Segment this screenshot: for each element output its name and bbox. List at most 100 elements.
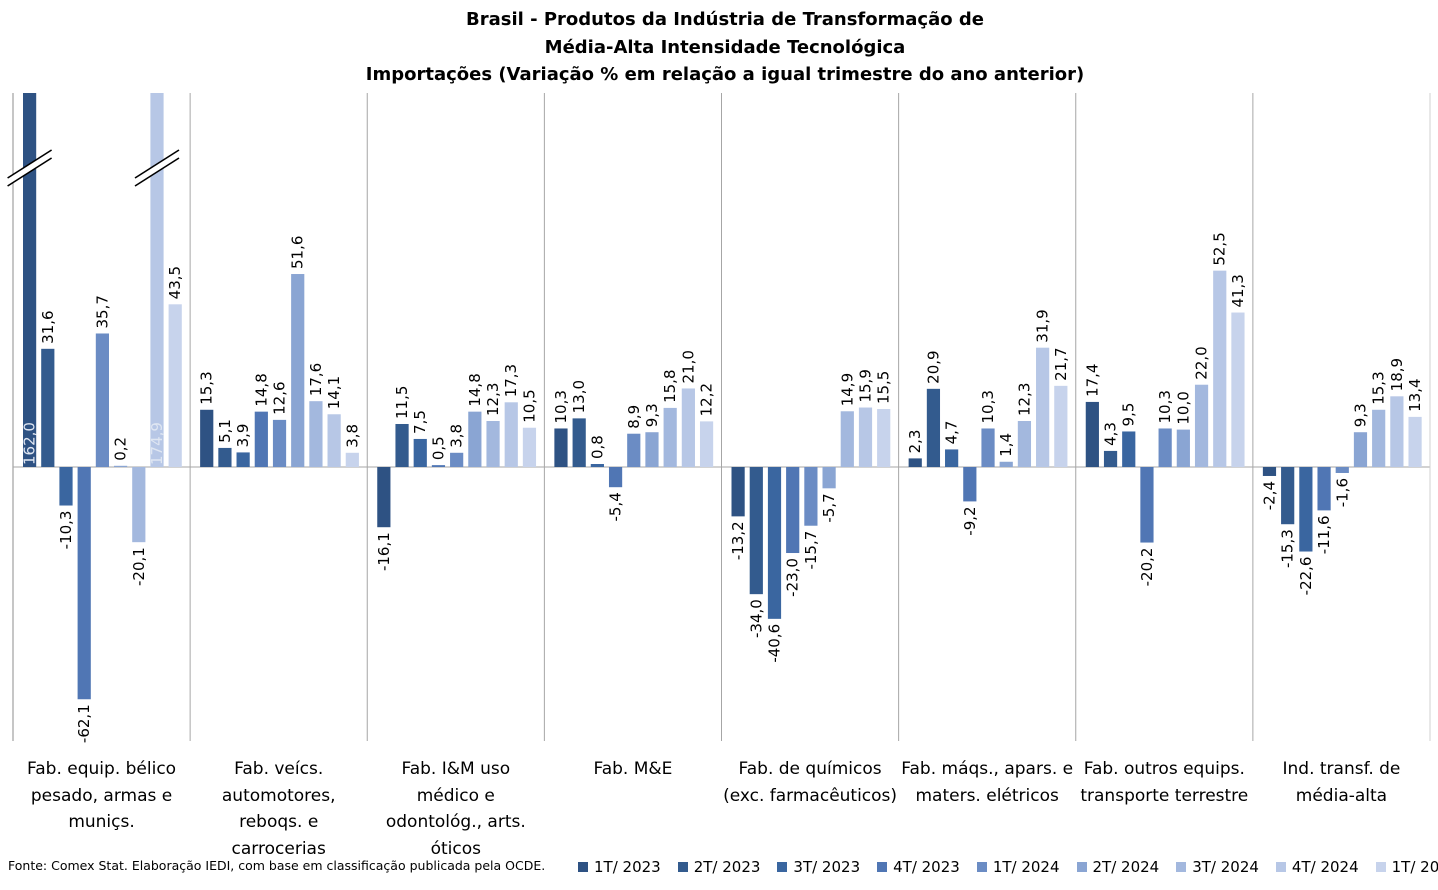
legend-swatch — [677, 862, 688, 872]
legend-swatch — [1076, 862, 1087, 872]
x-tick-label-line: transporte terrestre — [1080, 785, 1249, 806]
bar — [59, 467, 73, 506]
bar — [504, 402, 518, 467]
bar — [786, 467, 800, 554]
bar — [804, 467, 818, 526]
data-label: 22,0 — [1193, 346, 1211, 379]
data-label: 8,9 — [625, 405, 643, 429]
bar — [1140, 467, 1154, 543]
bar — [254, 411, 268, 467]
legend-item: 3T/ 2024 — [1176, 858, 1259, 876]
x-tick-label-line: maters. elétricos — [915, 785, 1059, 806]
bar — [522, 427, 537, 467]
data-label: -20,1 — [130, 547, 148, 586]
bar — [822, 467, 836, 489]
bar — [645, 432, 659, 467]
x-tick-label-line: Fab. equip. bélico — [27, 759, 177, 779]
data-label: 17,4 — [1083, 364, 1101, 397]
axis-break-gap — [135, 150, 179, 186]
bar — [1372, 409, 1386, 467]
data-label: 52,5 — [1211, 232, 1229, 265]
bar — [200, 409, 214, 467]
title-line-3: Importações (Variação % em relação a igu… — [365, 64, 1085, 85]
data-label: 5,1 — [216, 419, 234, 443]
x-tick-label: Fab. M&E — [545, 756, 721, 783]
data-label: -5,4 — [607, 492, 625, 521]
bar — [590, 464, 604, 467]
bar — [749, 467, 763, 595]
data-label: -34,0 — [747, 599, 765, 638]
data-label: 2,3 — [906, 430, 924, 454]
bar — [963, 467, 977, 502]
legend-item: 4T/ 2024 — [1275, 858, 1359, 876]
data-label: -15,7 — [802, 531, 820, 570]
bar — [468, 411, 482, 467]
bar — [1017, 420, 1032, 467]
x-tick-label: Fab. de químicos (exc. farmacêuticos) — [722, 756, 898, 809]
bar — [1036, 347, 1050, 467]
data-label: 15,3 — [1370, 371, 1388, 404]
bar — [1231, 312, 1245, 467]
x-tick-label-line: automotores, — [221, 785, 336, 806]
bar — [608, 467, 623, 488]
bar — [327, 414, 341, 467]
x-tick-label-line: Fab. de químicos — [738, 759, 882, 779]
x-tick-label-line: pesado, armas e — [30, 785, 173, 806]
legend-swatch — [1176, 862, 1187, 872]
data-label: 10,3 — [979, 390, 997, 423]
x-tick-label-line: reboqs. e — [239, 812, 319, 832]
legend-label: 3T/ 2024 — [1192, 858, 1259, 876]
bar — [840, 411, 854, 467]
bar — [1408, 416, 1422, 467]
legend-swatch — [877, 862, 888, 872]
data-label: 15,9 — [857, 369, 875, 402]
bar — [1390, 396, 1404, 467]
data-label: 17,6 — [307, 363, 325, 396]
data-label: 18,9 — [1388, 358, 1406, 391]
bar — [699, 421, 714, 467]
data-label: 11,5 — [393, 386, 411, 419]
bar — [431, 465, 446, 467]
bar — [291, 274, 305, 467]
data-label: -23,0 — [784, 558, 802, 597]
bar — [908, 458, 922, 467]
data-label: -9,2 — [961, 506, 979, 535]
x-tick-label-line: óticos — [430, 838, 482, 859]
x-tick-label-line: Fab. M&E — [593, 759, 673, 779]
data-label: 13,4 — [1406, 378, 1424, 411]
legend-item: 2T/ 2024 — [1076, 858, 1159, 876]
bar — [1158, 428, 1172, 467]
data-label: 10,3 — [552, 390, 570, 423]
bar — [1176, 429, 1190, 467]
data-label: 14,8 — [466, 373, 484, 406]
title-line-1: Brasil - Produtos da Indústria de Transf… — [466, 9, 984, 30]
bar — [395, 423, 409, 467]
data-label: 41,3 — [1229, 274, 1247, 307]
axis-break-mark — [7, 149, 53, 179]
bar — [345, 452, 359, 467]
bar — [1262, 467, 1277, 476]
legend-label: 1T/ 2024 — [992, 858, 1060, 876]
legend-label: 2T/ 2023 — [693, 858, 761, 876]
data-label: 4,3 — [1102, 422, 1120, 446]
x-tick-label-line: odontológ., arts. — [385, 812, 526, 832]
legend-label: 1T/ 2025 — [1391, 858, 1438, 876]
chart-title: Brasil - Produtos da Indústria de Transf… — [0, 6, 1438, 89]
data-label: 20,9 — [924, 350, 942, 383]
bar — [1194, 384, 1209, 467]
bar — [663, 407, 677, 467]
axis-break-gap — [7, 150, 52, 186]
source-footnote: Fonte: Comex Stat. Elaboração IEDI, com … — [8, 858, 546, 873]
axis-break-mark — [7, 157, 53, 187]
data-label: 0,2 — [112, 437, 130, 461]
legend-item: 4T/ 2023 — [877, 858, 960, 876]
data-label: -11,6 — [1315, 515, 1333, 554]
data-label: 10,3 — [1156, 390, 1174, 423]
data-label: -16,1 — [375, 532, 393, 571]
legend-label: 1T/ 2023 — [594, 858, 661, 876]
bar — [1335, 467, 1349, 473]
legend-label: 3T/ 2023 — [793, 858, 861, 876]
axis-break-mark — [134, 157, 180, 187]
x-tick-label-line: carrocerias — [231, 838, 326, 859]
x-tick-label: Fab. outros equips. transporte terrestre — [1076, 756, 1252, 809]
